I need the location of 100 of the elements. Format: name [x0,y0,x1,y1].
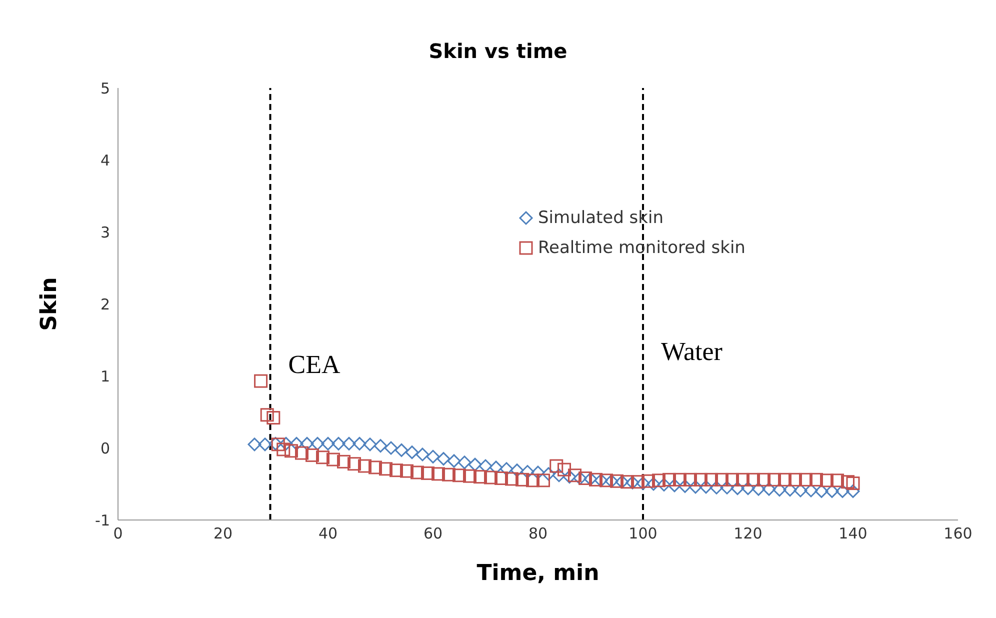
point [426,450,440,464]
point [510,464,524,478]
point [741,482,755,496]
point [390,464,403,478]
point [768,472,781,486]
point [421,466,434,480]
point [321,436,335,450]
point [657,478,671,492]
point [463,469,476,483]
point [550,459,564,473]
point [447,454,461,468]
y-tick-label: 5 [100,79,110,98]
point [394,443,408,457]
point [684,472,697,486]
point [500,462,514,476]
x-axis-title: Time, min [476,561,600,586]
point [600,474,613,488]
point [337,454,350,468]
point [290,436,304,450]
point [578,471,592,485]
point [626,476,640,490]
point [416,448,430,462]
point [652,474,666,488]
point [279,436,293,450]
point [678,479,692,493]
point [715,472,728,486]
point [254,374,268,388]
point [379,462,392,476]
point [405,446,419,460]
point [568,468,582,482]
point [306,448,319,462]
ref-line-label: CEA [288,350,340,380]
point [248,438,262,452]
point [799,472,812,486]
x-tick-label: 60 [423,524,443,543]
point [452,468,466,482]
point [720,480,734,494]
y-tick-label: 0 [100,439,110,458]
point [646,477,660,491]
point [468,458,482,472]
x-tick-label: 0 [113,524,123,543]
point [484,470,498,484]
point [489,460,503,474]
x-tick-label: 80 [528,524,548,543]
point [825,484,839,498]
chart-title: Skin vs time [428,39,568,63]
point [846,484,860,498]
point [474,470,487,484]
point [432,467,445,481]
point [636,476,650,490]
point [352,436,366,450]
point [736,472,750,486]
point [271,438,285,452]
x-tick-label: 40 [318,524,338,543]
point [726,472,739,486]
point [374,439,388,453]
point [694,472,708,486]
point [542,467,556,481]
point [673,472,686,486]
point [342,436,356,450]
point [400,464,414,478]
legend-label: Realtime monitored skin [538,238,746,258]
point [604,474,618,488]
point [310,436,324,450]
point [704,472,718,486]
x-tick-label: 100 [628,524,658,543]
point [258,438,272,452]
point [300,436,314,450]
point [268,436,282,450]
point [841,475,854,489]
point [531,466,545,480]
point [762,482,776,496]
point [458,456,472,470]
x-tick-label: 120 [734,524,762,543]
point [846,476,860,490]
point [573,471,587,485]
point [662,472,676,486]
point [589,472,602,486]
point [730,482,744,496]
point [783,483,797,497]
point [348,457,361,471]
point [814,484,828,498]
point [584,472,598,486]
y-tick-label: -1 [95,511,110,530]
point [494,471,508,485]
point [436,452,450,466]
point [358,459,372,473]
point [284,444,298,458]
point [746,472,760,486]
y-tick-label: 4 [100,151,110,170]
point [615,475,629,489]
point [368,460,382,474]
x-tick-label: 140 [838,524,868,543]
point [363,438,377,452]
point [505,472,518,486]
point [266,411,280,425]
point [820,474,834,488]
ref-line-label: Water [661,337,723,366]
point [526,474,540,488]
y-tick-label: 3 [100,223,110,242]
